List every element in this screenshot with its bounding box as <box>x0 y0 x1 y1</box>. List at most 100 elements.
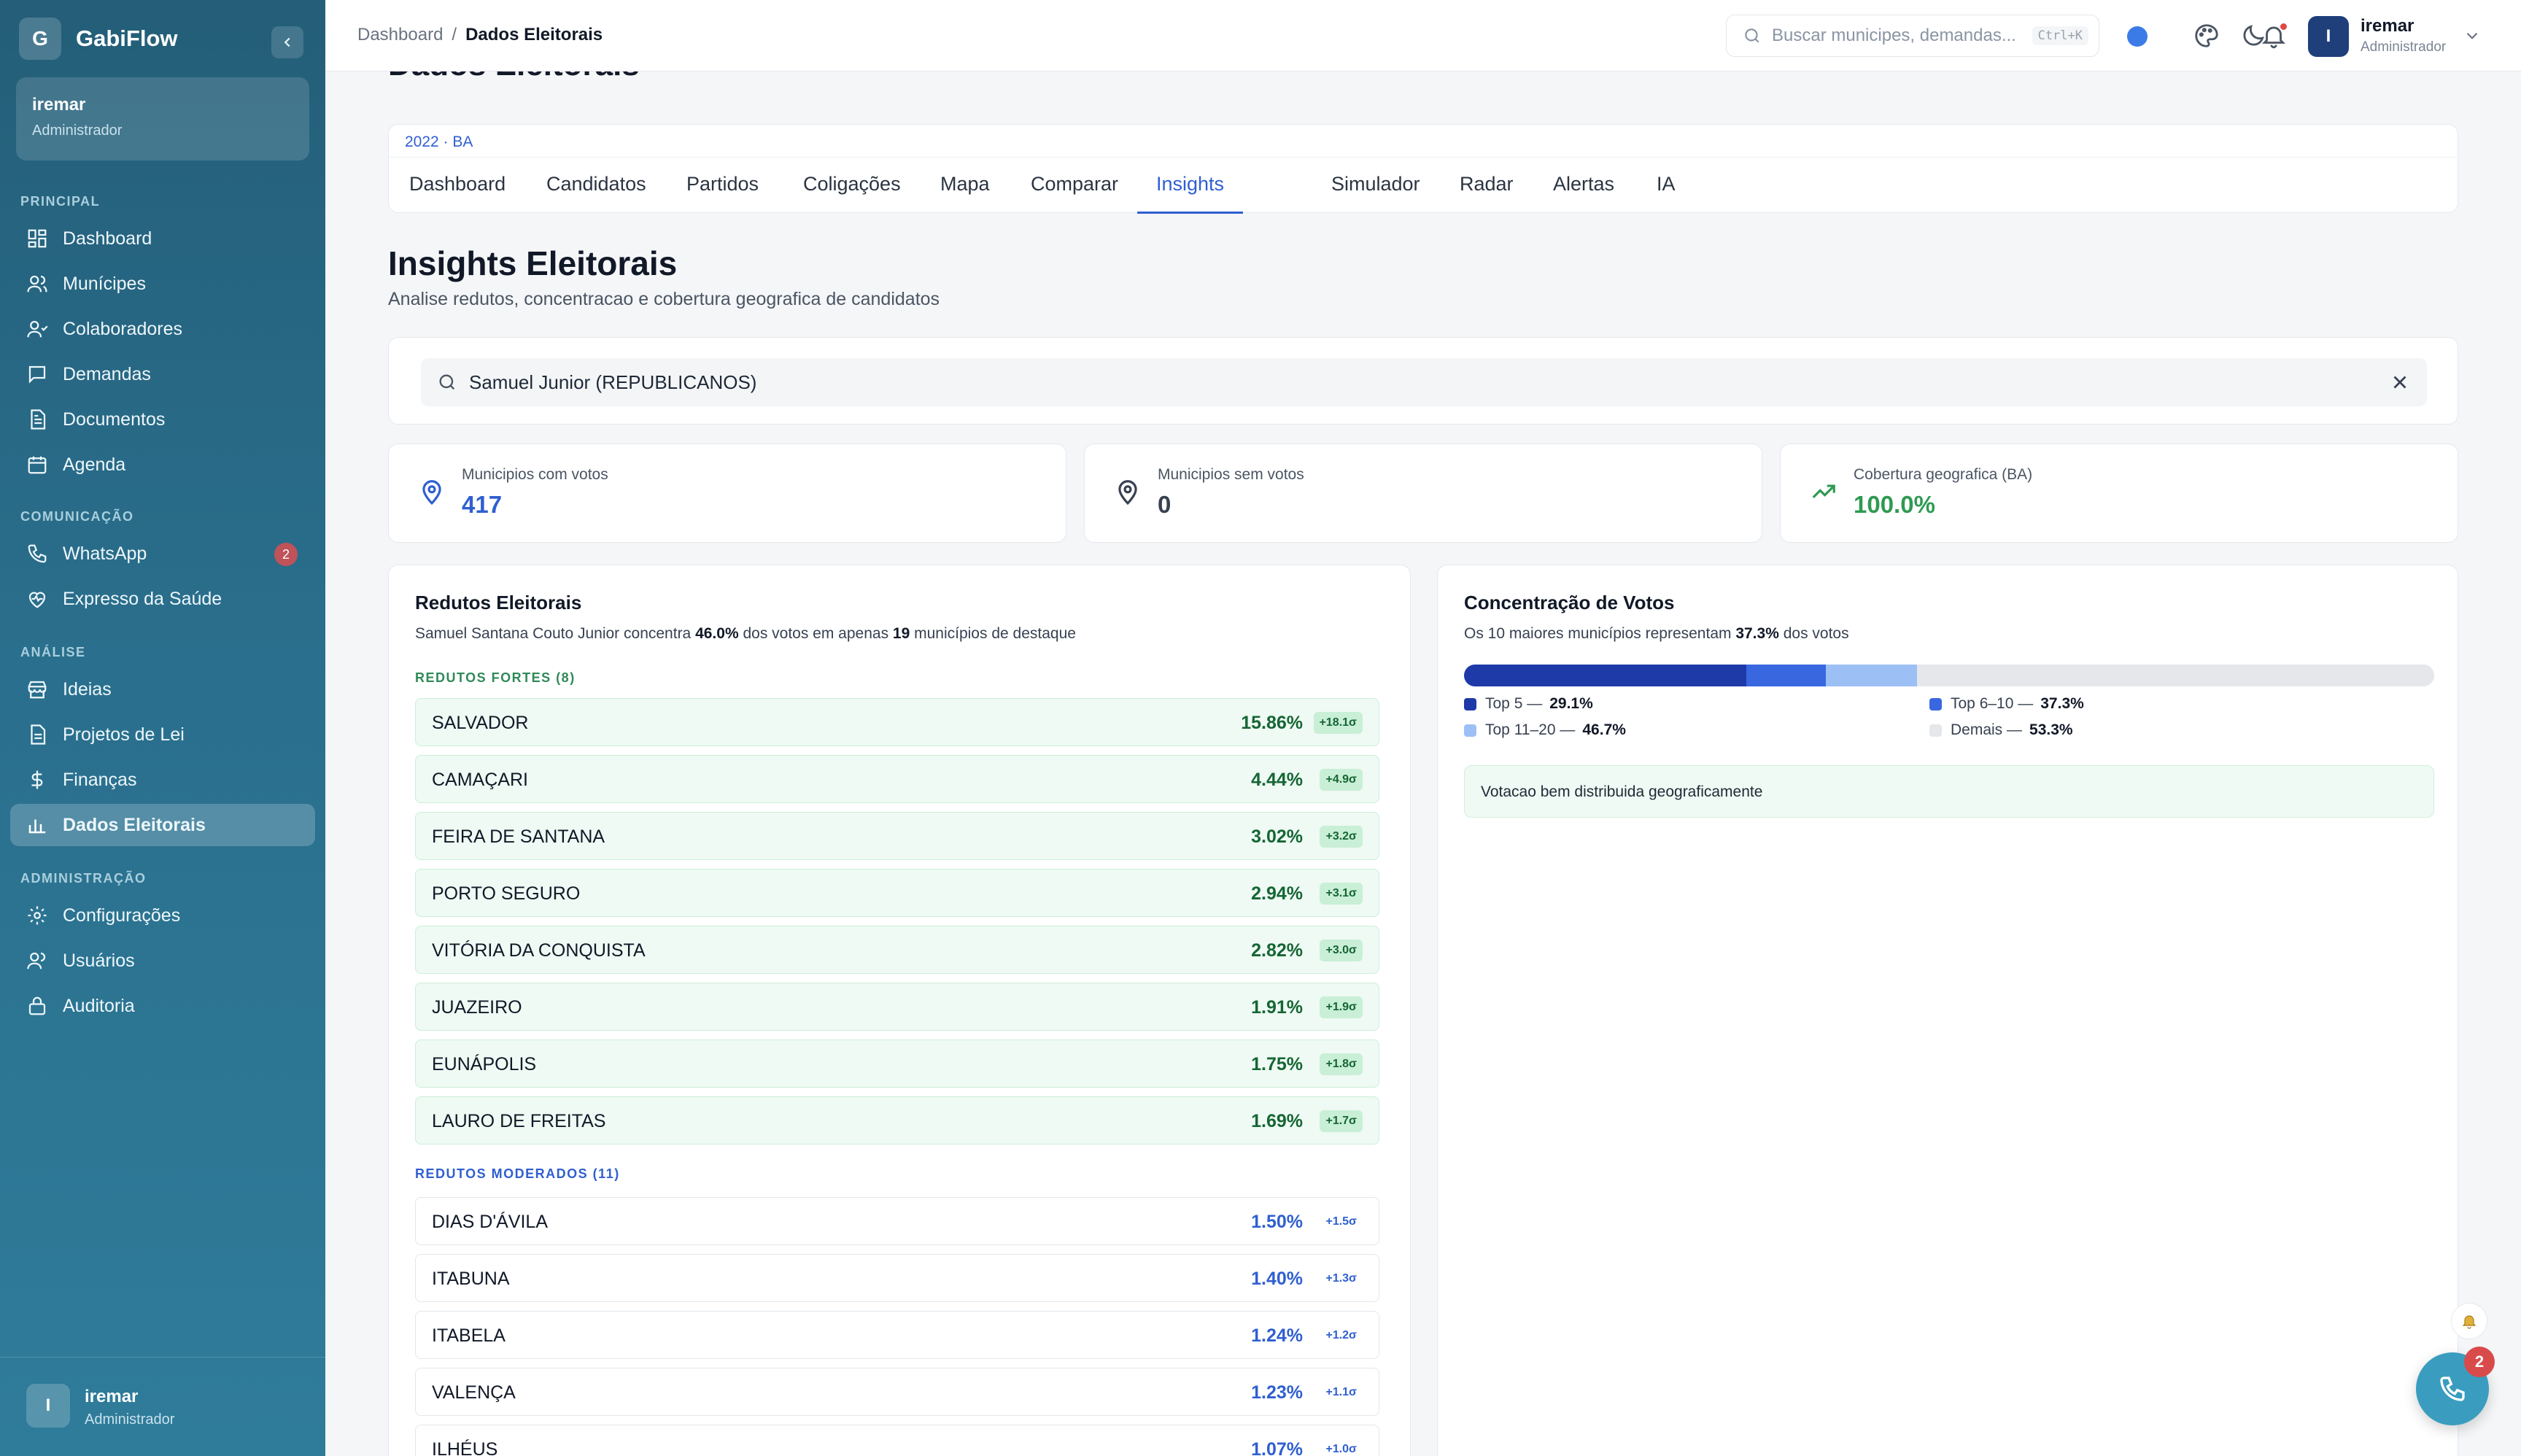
concentration-segment <box>1746 665 1827 686</box>
store-icon <box>28 681 47 699</box>
municipio-name: PORTO SEGURO <box>432 883 581 904</box>
municipio-name: LAURO DE FREITAS <box>432 1111 606 1131</box>
sidebar-item-label: Dados Eleitorais <box>63 814 206 835</box>
sigma-badge: +1.7σ <box>1320 1110 1363 1132</box>
breadcrumb-root[interactable]: Dashboard <box>357 25 444 44</box>
sidebar-item-financas[interactable]: Finanças <box>10 759 315 801</box>
sidebar-item-municipes[interactable]: Munícipes <box>10 263 315 305</box>
user-group-icon <box>27 320 48 338</box>
reduto-row[interactable]: PORTO SEGURO 2.94% +3.1σ <box>415 869 1379 917</box>
sidebar-item-ideias[interactable]: Ideias <box>10 668 315 710</box>
sidebar-item-whatsapp[interactable]: WhatsApp 2 <box>10 533 315 575</box>
map-pin-icon <box>1118 480 1137 506</box>
users-icon <box>27 275 47 293</box>
sigma-badge: +1.2σ <box>1325 1329 1357 1341</box>
candidate-search-card: Samuel Junior (REPUBLICANOS) <box>388 337 2458 425</box>
palette-icon[interactable] <box>2193 22 2220 50</box>
reduto-row[interactable]: ITABUNA 1.40% +1.3σ <box>415 1254 1379 1302</box>
legend-label: Demais — <box>1951 721 2023 738</box>
sidebar-footer[interactable]: I iremar Administrador <box>0 1357 325 1456</box>
redutos-title: Redutos Eleitorais <box>415 592 582 613</box>
sidebar-item-label: Ideias <box>63 678 112 700</box>
legend-swatch <box>1464 724 1476 737</box>
tab-insights[interactable]: Insights <box>1137 167 1244 214</box>
reduto-row[interactable]: CAMAÇARI 4.44% +4.9σ <box>415 755 1379 803</box>
sigma-badge: +3.2σ <box>1320 826 1363 848</box>
tab-comparar[interactable]: Comparar <box>1031 173 1119 195</box>
avatar[interactable]: I <box>2308 16 2349 57</box>
sidebar-item-label: Agenda <box>63 454 126 475</box>
municipio-name: DIAS D'ÁVILA <box>432 1212 548 1232</box>
sidebar-item-label: Expresso da Saúde <box>63 588 222 609</box>
reduto-row[interactable]: FEIRA DE SANTANA 3.02% +3.2σ <box>415 812 1379 860</box>
search-icon <box>1745 28 1759 43</box>
candidate-search-input[interactable]: Samuel Junior (REPUBLICANOS) <box>421 358 2427 406</box>
global-search-input[interactable]: Buscar municipes, demandas... Ctrl+K <box>1726 15 2099 57</box>
reduto-row[interactable]: SALVADOR 15.86% +18.1σ <box>415 698 1379 746</box>
floating-notification-button[interactable] <box>2451 1303 2487 1339</box>
vote-share: 1.69% <box>1251 1111 1303 1131</box>
user-menu[interactable]: iremar Administrador <box>2361 16 2446 55</box>
sidebar-item-configuracoes[interactable]: Configurações <box>10 894 315 937</box>
chevron-down-icon[interactable] <box>2463 26 2482 45</box>
legend-swatch <box>1464 697 1476 710</box>
sidebar-item-usuarios[interactable]: Usuários <box>10 940 315 982</box>
sidebar-item-documentos[interactable]: Documentos <box>10 398 315 441</box>
sidebar-item-auditoria[interactable]: Auditoria <box>10 985 315 1027</box>
tab-partidos[interactable]: Partidos <box>686 173 759 195</box>
bar-chart-icon <box>28 819 46 834</box>
tab-alertas[interactable]: Alertas <box>1553 173 1615 195</box>
reduto-row[interactable]: VALENÇA 1.23% +1.1σ <box>415 1368 1379 1416</box>
tab-radar[interactable]: Radar <box>1460 173 1514 195</box>
search-icon <box>439 374 455 390</box>
file-text-icon <box>31 409 46 430</box>
sidebar-user-name: iremar <box>32 95 86 115</box>
sidebar-item-expresso[interactable]: Expresso da Saúde <box>10 578 315 620</box>
concentration-segment <box>1464 665 1747 686</box>
sidebar-item-dashboard[interactable]: Dashboard <box>10 217 315 260</box>
reduto-row[interactable]: ITABELA 1.24% +1.2σ <box>415 1311 1379 1359</box>
reduto-row[interactable]: ILHÉUS 1.07% +1.0σ <box>415 1425 1379 1456</box>
legend-value: 37.3% <box>2040 695 2084 712</box>
moderate-group-label: REDUTOS MODERADOS (11) <box>415 1166 620 1181</box>
app-logo: G <box>19 18 61 60</box>
reduto-row[interactable]: EUNÁPOLIS 1.75% +1.8σ <box>415 1039 1379 1088</box>
collapse-sidebar-button[interactable] <box>271 26 303 58</box>
call-badge: 2 <box>2464 1347 2495 1377</box>
tab-mapa[interactable]: Mapa <box>940 173 990 195</box>
sigma-badge: +18.1σ <box>1313 712 1363 734</box>
moon-icon[interactable] <box>2239 22 2267 50</box>
stat-label: Cobertura geografica (BA) <box>1854 466 2033 483</box>
sidebar-user-card[interactable]: iremar Administrador <box>16 77 309 160</box>
legend-label: Top 6–10 — <box>1951 695 2034 712</box>
reduto-row[interactable]: JUAZEIRO 1.91% +1.9σ <box>415 983 1379 1031</box>
reduto-row[interactable]: LAURO DE FREITAS 1.69% +1.7σ <box>415 1096 1379 1145</box>
bell-icon[interactable] <box>2260 22 2288 50</box>
sidebar-item-dados-eleitorais[interactable]: Dados Eleitorais <box>10 804 315 846</box>
reduto-row[interactable]: DIAS D'ÁVILA 1.50% +1.5σ <box>415 1197 1379 1245</box>
tab-dashboard[interactable]: Dashboard <box>409 173 506 195</box>
vote-share: 1.23% <box>1251 1382 1303 1403</box>
sigma-badge: +1.5σ <box>1325 1215 1357 1228</box>
sidebar-item-agenda[interactable]: Agenda <box>10 444 315 486</box>
section-comunicacao: COMUNICAÇÃO <box>20 509 134 524</box>
vote-share: 1.40% <box>1251 1269 1303 1289</box>
vote-share: 1.91% <box>1251 997 1303 1018</box>
reduto-row[interactable]: VITÓRIA DA CONQUISTA 2.82% +3.0σ <box>415 926 1379 974</box>
concentracao-panel: Concentração de Votos Os 10 maiores muni… <box>1437 565 2458 1456</box>
municipio-name: VITÓRIA DA CONQUISTA <box>432 940 646 961</box>
concentracao-description: Os 10 maiores municípios representam 37.… <box>1464 625 1849 642</box>
tab-simulador[interactable]: Simulador <box>1331 173 1420 195</box>
tab-ia[interactable]: IA <box>1657 173 1676 195</box>
tab-candidatos[interactable]: Candidatos <box>546 173 646 195</box>
distribution-note: Votacao bem distribuida geograficamente <box>1464 765 2434 818</box>
sidebar-item-demandas[interactable]: Demandas <box>10 353 315 395</box>
sigma-badge: +3.0σ <box>1320 940 1363 961</box>
legend-item: Top 5 — 29.1% <box>1464 695 1593 713</box>
close-icon[interactable] <box>2389 371 2411 393</box>
whatsapp-unread-badge: 2 <box>274 543 298 566</box>
sidebar-item-projetos[interactable]: Projetos de Lei <box>10 713 315 756</box>
tab-coligacoes[interactable]: Coligações <box>803 173 901 195</box>
sidebar-item-colaboradores[interactable]: Colaboradores <box>10 308 315 350</box>
theme-color-dot[interactable] <box>2127 26 2148 47</box>
